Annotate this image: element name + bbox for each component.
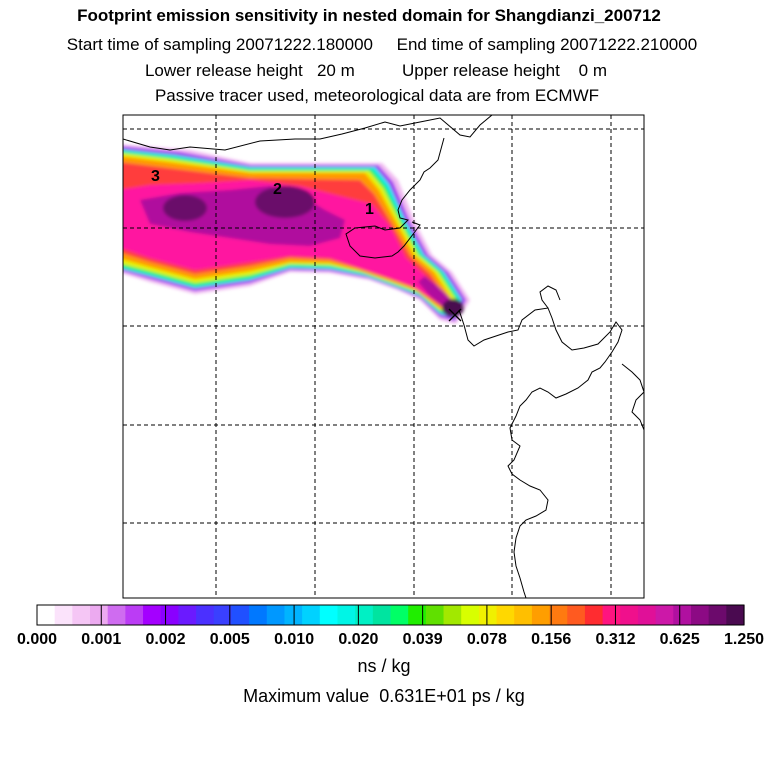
legend-tick-label: 0.156 (531, 631, 571, 648)
legend-swatch (443, 605, 462, 625)
units-label: ns / kg (357, 656, 411, 676)
legend-swatch (496, 605, 515, 625)
coastline-bay (345, 137, 445, 259)
legend-swatch (107, 605, 126, 625)
legend-swatch (284, 605, 303, 625)
coastline-inner-bay (539, 285, 561, 309)
release-height-line: Lower release height 20 m Upper release … (144, 61, 608, 80)
legend-swatch (160, 605, 180, 625)
legend-swatch (602, 605, 621, 625)
legend-tick-label: 0.039 (403, 631, 443, 648)
legend-swatch (302, 605, 321, 625)
legend-swatch (425, 605, 445, 625)
chart-title: Footprint emission sensitivity in nested… (77, 6, 661, 25)
legend-swatch (531, 605, 551, 625)
legend-tick-label: 0.312 (595, 631, 635, 648)
legend-swatch (231, 605, 250, 625)
legend-swatch (408, 605, 427, 625)
legend-ticks: 0.000 0.001 0.002 0.005 0.010 0.020 0.039 0.078… (17, 631, 764, 648)
legend-tick-label: 0.010 (274, 631, 314, 648)
legend-swatch (708, 605, 727, 625)
sampling-time-line: Start time of sampling 20071222.180000 E… (66, 35, 698, 54)
legend-tick-label: 0.078 (467, 631, 507, 648)
legend-swatch (390, 605, 409, 625)
maximum-value-label: Maximum value 0.631E+01 ps / kg (243, 686, 525, 706)
legend-swatch (54, 605, 73, 625)
legend-swatch (319, 605, 339, 625)
legend-swatch (461, 605, 480, 625)
receptor-marker (448, 308, 462, 322)
legend-swatch (196, 605, 215, 625)
legend-swatch (337, 605, 356, 625)
plume-core-west (163, 195, 207, 221)
plume-label-3: 3 (151, 168, 160, 185)
tracer-info-line: Passive tracer used, meteorological data… (154, 86, 600, 105)
plume-label-2: 2 (273, 181, 282, 198)
plume-core-receptor (442, 299, 464, 317)
legend-swatch (72, 605, 91, 625)
border-line-north (123, 115, 493, 151)
coastline (123, 115, 644, 598)
map-frame (122, 114, 645, 599)
color-legend (36, 604, 745, 626)
legend-swatch (213, 605, 233, 625)
legend-swatch (478, 605, 498, 625)
legend-tick-label: 0.002 (145, 631, 185, 648)
legend-swatch (266, 605, 286, 625)
plume-core-central (255, 186, 315, 218)
legend-swatch (690, 605, 710, 625)
legend-swatch (249, 605, 268, 625)
legend-tick-label: 0.005 (210, 631, 250, 648)
legend-swatch (125, 605, 144, 625)
legend-tick-label: 1.250 (724, 631, 764, 648)
coastline-peninsula (621, 363, 644, 431)
legend-swatch (90, 605, 109, 625)
legend-swatch (143, 605, 162, 625)
legend-swatch (178, 605, 197, 625)
legend-tick-label: 0.001 (81, 631, 121, 648)
plume-field (123, 144, 470, 324)
plume-label-1: 1 (365, 201, 374, 218)
legend-swatch (514, 605, 533, 625)
legend-swatch (673, 605, 692, 625)
legend-swatch (655, 605, 674, 625)
legend-swatch (567, 605, 586, 625)
legend-swatch (584, 605, 604, 625)
legend-tick-label: 0.625 (660, 631, 700, 648)
legend-swatch (549, 605, 568, 625)
legend-swatch (726, 605, 745, 625)
coastline-east (458, 307, 623, 598)
legend-swatch (637, 605, 657, 625)
plume-labels: 1 2 3 (151, 168, 374, 218)
legend-swatch (372, 605, 392, 625)
legend-swatch (620, 605, 639, 625)
legend-tick-label: 0.000 (17, 631, 57, 648)
legend-swatch (37, 605, 56, 625)
legend-swatch (355, 605, 374, 625)
grid-lines (123, 115, 644, 598)
legend-tick-label: 0.020 (338, 631, 378, 648)
legend-frame (36, 604, 745, 626)
